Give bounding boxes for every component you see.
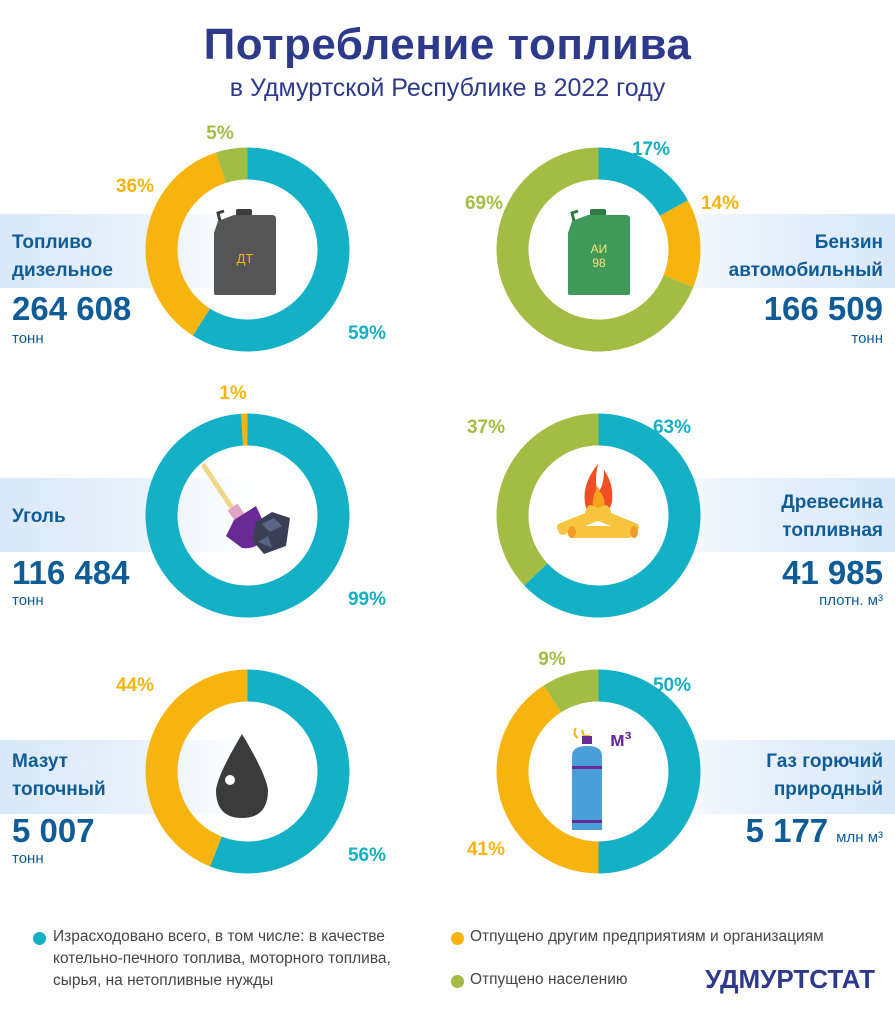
value-gas: 5 177 млн м³ bbox=[746, 812, 883, 850]
value-gasoline: 166 509 bbox=[763, 290, 883, 327]
gasoline-icon-label-2: 98 bbox=[592, 256, 606, 270]
donut-chart-coal: 99% 1% bbox=[145, 383, 386, 618]
slice-percent-label: 37% bbox=[467, 417, 505, 438]
slice-percent-label: 56% bbox=[348, 845, 386, 866]
legend-dot-other-orgs bbox=[451, 932, 464, 945]
value-coal: 116 484 bbox=[12, 554, 130, 591]
donut-slice bbox=[145, 669, 248, 867]
unit-gasoline: тонн bbox=[851, 330, 883, 347]
gasoline-icon-label-1: АИ bbox=[591, 242, 608, 256]
page-subtitle: в Удмуртской Республике в 2022 году bbox=[229, 74, 666, 102]
slice-percent-label: 9% bbox=[538, 649, 566, 670]
donut-slice bbox=[192, 147, 350, 352]
unit-diesel: тонн bbox=[12, 330, 44, 347]
gasoline-canister-icon: АИ 98 bbox=[568, 209, 630, 295]
coal-shovel-icon bbox=[201, 463, 290, 554]
unit-gas: млн м³ bbox=[836, 829, 883, 846]
value-gas-number: 5 177 bbox=[745, 812, 829, 849]
donut-chart-gasoline: 17% 14% 69% bbox=[465, 139, 739, 352]
donut-slice bbox=[145, 413, 350, 618]
slice-percent-label: 50% bbox=[653, 675, 691, 696]
donut-slice bbox=[524, 413, 701, 618]
gas-icon-unit: м³ bbox=[610, 729, 632, 751]
label-gasoline: Бензин автомобильный bbox=[728, 232, 883, 281]
donut-chart-gas: 50% 41% 9% bbox=[467, 649, 701, 874]
donut-chart-diesel: 59% 36% 5% bbox=[116, 123, 386, 352]
unit-wood: плотн. м³ bbox=[819, 592, 883, 609]
legend-other-orgs: Отпущено другим предприятиям и организац… bbox=[470, 928, 824, 945]
brand-logo: УДМУРТСТАТ bbox=[705, 964, 875, 994]
label-gas: Газ горючий природный bbox=[766, 751, 883, 800]
unit-coal: тонн bbox=[12, 592, 44, 609]
value-mazut: 5 007 bbox=[12, 812, 95, 849]
firewood-icon bbox=[556, 464, 640, 538]
label-mazut: Мазут топочный bbox=[12, 751, 106, 800]
donut-slice bbox=[145, 152, 226, 336]
slice-percent-label: 44% bbox=[116, 675, 154, 696]
label-band-coal bbox=[0, 478, 250, 552]
label-diesel: Топливо дизельное bbox=[12, 232, 113, 281]
donut-slice bbox=[496, 413, 599, 586]
slice-percent-label: 63% bbox=[653, 417, 691, 438]
diesel-icon-label: ДТ bbox=[237, 251, 254, 266]
page-title: Потребление топлива bbox=[203, 20, 692, 69]
value-diesel: 264 608 bbox=[12, 290, 132, 327]
oil-drop-icon bbox=[216, 734, 268, 818]
legend-consumed: Израсходовано всего, в том числе: в каче… bbox=[53, 928, 391, 989]
donut-slice bbox=[598, 669, 701, 874]
slice-percent-label: 17% bbox=[632, 139, 670, 160]
donut-slice bbox=[496, 147, 694, 352]
donut-slice bbox=[543, 669, 599, 713]
slice-percent-label: 5% bbox=[206, 123, 234, 144]
slice-percent-label: 99% bbox=[348, 589, 386, 610]
label-wood: Древесина топливная bbox=[781, 492, 883, 541]
legend-dot-population bbox=[451, 975, 464, 988]
legend-population: Отпущено населению bbox=[470, 971, 628, 988]
slice-percent-label: 36% bbox=[116, 176, 154, 197]
slice-percent-label: 14% bbox=[701, 193, 739, 214]
diesel-canister-icon: ДТ bbox=[214, 209, 276, 295]
slice-percent-label: 1% bbox=[219, 383, 247, 404]
donut-slice bbox=[659, 200, 701, 288]
slice-percent-label: 69% bbox=[465, 193, 503, 214]
label-band-mazut bbox=[0, 740, 250, 814]
donut-slice bbox=[241, 413, 248, 446]
donut-chart-wood: 63% 37% bbox=[467, 413, 701, 618]
donut-chart-mazut: 56% 44% bbox=[116, 669, 386, 874]
donut-slice bbox=[496, 685, 599, 874]
value-wood: 41 985 bbox=[782, 554, 883, 591]
donut-slice bbox=[598, 147, 688, 216]
legend-dot-consumed bbox=[33, 932, 46, 945]
label-band-diesel bbox=[0, 214, 250, 288]
slice-percent-label: 59% bbox=[348, 323, 386, 344]
slice-percent-label: 41% bbox=[467, 839, 505, 860]
label-coal: Уголь bbox=[12, 506, 66, 527]
donut-slice bbox=[215, 147, 248, 183]
gas-cylinder-icon: м³ bbox=[572, 727, 632, 830]
unit-mazut: тонн bbox=[12, 850, 44, 867]
donut-slice bbox=[209, 669, 350, 874]
